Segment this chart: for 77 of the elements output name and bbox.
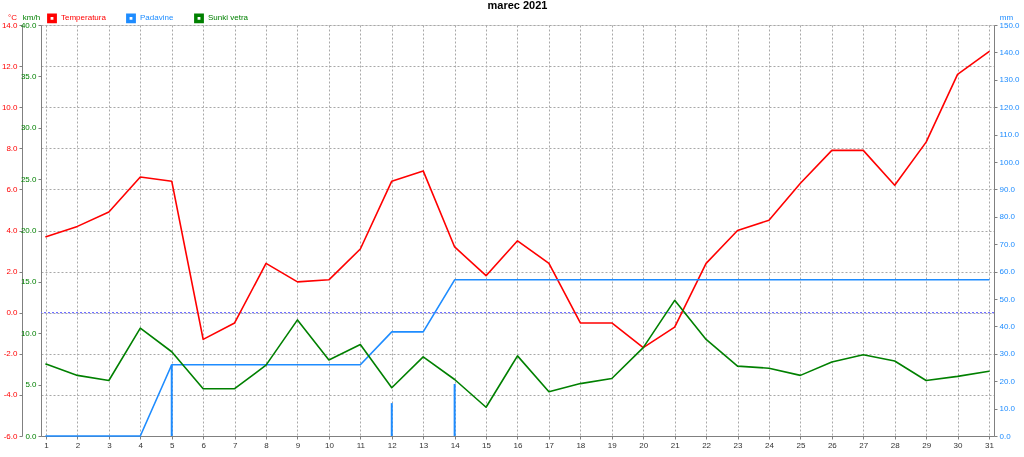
x-tick-label: 6: [201, 440, 207, 450]
y3-tick-label: 10.0: [999, 404, 1016, 414]
y3-tick-label: 80.0: [999, 212, 1016, 222]
x-tick-label: 27: [859, 440, 869, 450]
x-tick-label: 29: [922, 440, 932, 450]
x-tick-label: 11: [356, 440, 366, 450]
x-tick-label: 8: [264, 440, 270, 450]
y2-tick-label: 10.0: [20, 328, 38, 338]
y3-tick-label: 110.0: [999, 130, 1020, 140]
x-tick-label: 23: [733, 440, 744, 450]
y3-tick-label: 30.0: [999, 349, 1016, 359]
y3-tick-label: 120.0: [999, 102, 1021, 112]
x-tick-label: 24: [765, 440, 775, 450]
line-series: [45, 299, 990, 409]
y3-tick-label: 100.0: [999, 157, 1021, 167]
y3-tick-label: 60.0: [999, 267, 1016, 277]
x-tick-label: 14: [450, 440, 461, 450]
y-tick-label: 14.0: [1, 20, 19, 30]
x-tick-label: 5: [170, 440, 176, 450]
line-series: [45, 50, 990, 349]
x-tick-label: 3: [107, 440, 113, 450]
y3-tick-label: 0.0: [999, 431, 1012, 441]
y2-tick-label: 0.0: [25, 431, 38, 441]
x-tick-label: 17: [544, 440, 555, 450]
x-tick-label: 2: [75, 440, 81, 450]
y3-tick-label: 90.0: [999, 184, 1016, 194]
legend-label: Sunki vetra: [208, 13, 249, 23]
x-tick-label: 15: [482, 440, 492, 450]
x-tick-label: 10: [324, 440, 335, 450]
x-tick-label: 4: [138, 440, 144, 450]
y-tick-label: 8.0: [6, 143, 19, 153]
y2-tick-label: 5.0: [25, 380, 38, 390]
y-tick-label: 2.0: [6, 267, 19, 277]
x-tick-label: 18: [576, 440, 586, 450]
x-tick-label: 20: [639, 440, 649, 450]
chart-title: marec 2021: [487, 0, 548, 11]
x-tick-label: 7: [232, 440, 238, 450]
y3-tick-label: 130.0: [999, 75, 1021, 85]
y-axis-title: °C: [8, 12, 18, 22]
x-tick-label: 9: [295, 440, 301, 450]
y-tick-label: 4.0: [6, 226, 19, 235]
y3-tick-label: 140.0: [999, 47, 1021, 57]
legend-label: Padavine: [140, 13, 174, 23]
x-tick-label: 31: [985, 440, 995, 450]
y-tick-label: -6.0: [3, 431, 19, 441]
y-tick-label: 10.0: [1, 102, 19, 112]
y3-tick-label: 150.0: [999, 20, 1021, 30]
x-tick-label: 21: [670, 440, 681, 450]
x-tick-label: 13: [419, 440, 429, 450]
y-tick-label: 12.0: [1, 61, 19, 71]
y-tick-label: 6.0: [6, 184, 19, 194]
x-tick-label: 28: [890, 440, 901, 450]
x-tick-label: 19: [607, 440, 618, 450]
y-tick-label: 0.0: [6, 308, 19, 318]
y2-axis-title: km/h: [22, 12, 41, 22]
legend-label: Temperatura: [61, 13, 107, 23]
y3-tick-label: 40.0: [999, 321, 1016, 331]
line-series: [45, 279, 990, 437]
x-tick-label: 16: [513, 440, 523, 450]
x-tick-label: 30: [953, 440, 964, 450]
x-tick-label: 25: [796, 440, 806, 450]
y-tick-label: -2.0: [3, 349, 19, 359]
y3-tick-label: 20.0: [999, 376, 1016, 386]
x-tick-label: 22: [702, 440, 712, 450]
y2-tick-label: 20.0: [20, 226, 38, 235]
y2-tick-label: 35.0: [20, 71, 38, 81]
y-tick-label: -4.0: [3, 390, 19, 400]
x-tick-label: 26: [827, 440, 838, 450]
y2-tick-label: 30.0: [20, 123, 38, 133]
x-tick-label: 1: [44, 440, 50, 450]
y2-tick-label: 40.0: [20, 20, 38, 30]
y2-tick-label: 15.0: [20, 277, 38, 287]
y3-tick-label: 70.0: [999, 239, 1016, 249]
x-tick-label: 12: [387, 440, 398, 450]
y3-axis-title: mm: [999, 12, 1014, 22]
y2-tick-label: 25.0: [20, 174, 38, 184]
y3-tick-label: 50.0: [999, 294, 1016, 304]
